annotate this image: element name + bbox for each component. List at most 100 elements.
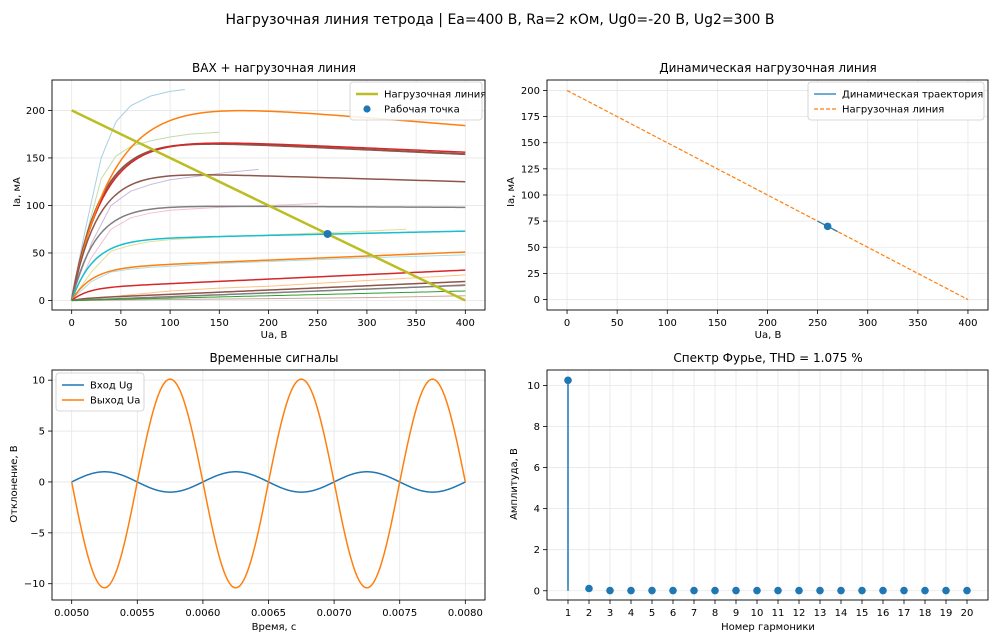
y-tick-label: 100 (26, 201, 45, 212)
axes-frame (51, 369, 486, 601)
y-tick-label: 75 (527, 217, 540, 228)
legend-marker (363, 105, 371, 113)
legend-label: Вход Ug (90, 381, 133, 392)
x-tick-label: 0 (564, 318, 570, 329)
axes-frame (546, 369, 989, 601)
legend-label: Выход Ua (90, 396, 140, 407)
iv-curve-thin (71, 274, 466, 301)
y-tick-label: 2 (534, 545, 540, 556)
x-tick-label: 9 (733, 608, 739, 619)
stem-marker (942, 586, 950, 595)
y-tick-label: 4 (534, 504, 540, 515)
x-tick-label: 15 (856, 608, 869, 619)
y-tick-label: 10 (32, 376, 45, 387)
x-tick-label: 14 (835, 608, 848, 619)
load-line-dashed (566, 89, 969, 301)
x-tick-label: 250 (808, 318, 827, 329)
x-tick-label: 150 (708, 318, 727, 329)
x-tick-label: 5 (649, 608, 655, 619)
x-tick-label: 300 (858, 318, 877, 329)
y-tick-label: 150 (26, 153, 45, 164)
stem-marker (858, 586, 866, 595)
iv-curve (70, 230, 466, 301)
legend-label: Динамическая траектория (842, 90, 983, 101)
stem-marker (921, 586, 929, 595)
legend-box (55, 372, 145, 412)
figure-suptitle: Нагрузочная линия тетрода | Ea=400 В, Ra… (226, 12, 775, 28)
panel-fourier-spectrum: Спектр Фурье, THD = 1.075 % Номер гармон… (509, 351, 989, 633)
iv-curve (70, 142, 466, 301)
legend-box (349, 81, 483, 121)
stem-marker (648, 586, 656, 595)
stem-marker (711, 586, 719, 595)
iv-curve (70, 174, 466, 301)
y-tick-label: 100 (521, 191, 540, 202)
plot-area (70, 89, 466, 302)
y-tick-label: 200 (26, 106, 45, 117)
x-tick-label: 7 (691, 608, 697, 619)
y-tick-label: −10 (24, 579, 45, 590)
y-tick-label: 0 (534, 295, 540, 306)
plot-area (566, 89, 969, 301)
x-tick-label: 16 (877, 608, 890, 619)
panel-title: ВАХ + нагрузочная линия (192, 61, 356, 75)
x-tick-label: 19 (940, 608, 953, 619)
stem-marker (732, 586, 740, 595)
y-tick-label: 50 (527, 243, 540, 254)
stem-marker (795, 586, 803, 595)
x-tick-label: 300 (357, 318, 376, 329)
x-tick-label: 400 (958, 318, 977, 329)
operating-point (823, 222, 832, 231)
x-tick-label: 20 (961, 608, 974, 619)
x-tick-label: 50 (611, 318, 624, 329)
legend-label: Нагрузочная линия (384, 90, 486, 101)
stem-marker (669, 586, 677, 595)
iv-curve (71, 280, 466, 302)
output-signal-line (70, 378, 467, 589)
stem-marker (627, 586, 635, 595)
iv-curve-thin (71, 254, 466, 300)
stem-marker (900, 586, 908, 595)
y-tick-label: −5 (30, 528, 45, 539)
stem-marker (585, 584, 593, 593)
iv-curve-thin (71, 295, 466, 301)
stem-marker (564, 376, 572, 385)
x-tick-label: 100 (161, 318, 180, 329)
x-tick-label: 0.0050 (54, 608, 89, 619)
y-tick-label: 175 (521, 112, 540, 123)
x-tick-label: 50 (115, 318, 128, 329)
iv-curve (71, 284, 466, 302)
x-axis-label: Номер гармоники (721, 622, 815, 633)
axes-frame (51, 79, 486, 311)
x-tick-label: 0.0055 (120, 608, 155, 619)
y-axis-label: Ia, мА (506, 177, 517, 207)
y-tick-label: 125 (521, 164, 540, 175)
y-tick-label: 25 (527, 269, 540, 280)
x-tick-label: 10 (751, 608, 764, 619)
y-tick-label: 6 (534, 463, 540, 474)
stem-marker (963, 586, 971, 595)
y-tick-label: 0 (534, 586, 540, 597)
stem-marker (816, 586, 824, 595)
x-tick-label: 8 (712, 608, 718, 619)
stem-marker (837, 586, 845, 595)
x-tick-label: 200 (758, 318, 777, 329)
x-tick-label: 150 (210, 318, 229, 329)
x-axis-label: Ua, В (755, 330, 782, 341)
panel-title: Временные сигналы (209, 351, 338, 365)
x-tick-label: 11 (772, 608, 785, 619)
x-tick-label: 18 (919, 608, 932, 619)
panel-iv-characteristics: ВАХ + нагрузочная линия Ua, В Ia, мА 0 50… (12, 61, 486, 341)
x-tick-label: 250 (308, 318, 327, 329)
y-tick-label: 50 (32, 248, 45, 259)
x-tick-label: 6 (670, 608, 676, 619)
iv-curve (71, 251, 466, 301)
x-tick-label: 400 (456, 318, 475, 329)
stem-marker (774, 586, 782, 595)
y-tick-label: 150 (521, 138, 540, 149)
y-axis-label: Ia, мА (12, 177, 23, 207)
x-tick-label: 200 (259, 318, 278, 329)
x-tick-label: 12 (793, 608, 806, 619)
x-tick-label: 0 (68, 318, 74, 329)
iv-curve-thin (71, 228, 407, 300)
